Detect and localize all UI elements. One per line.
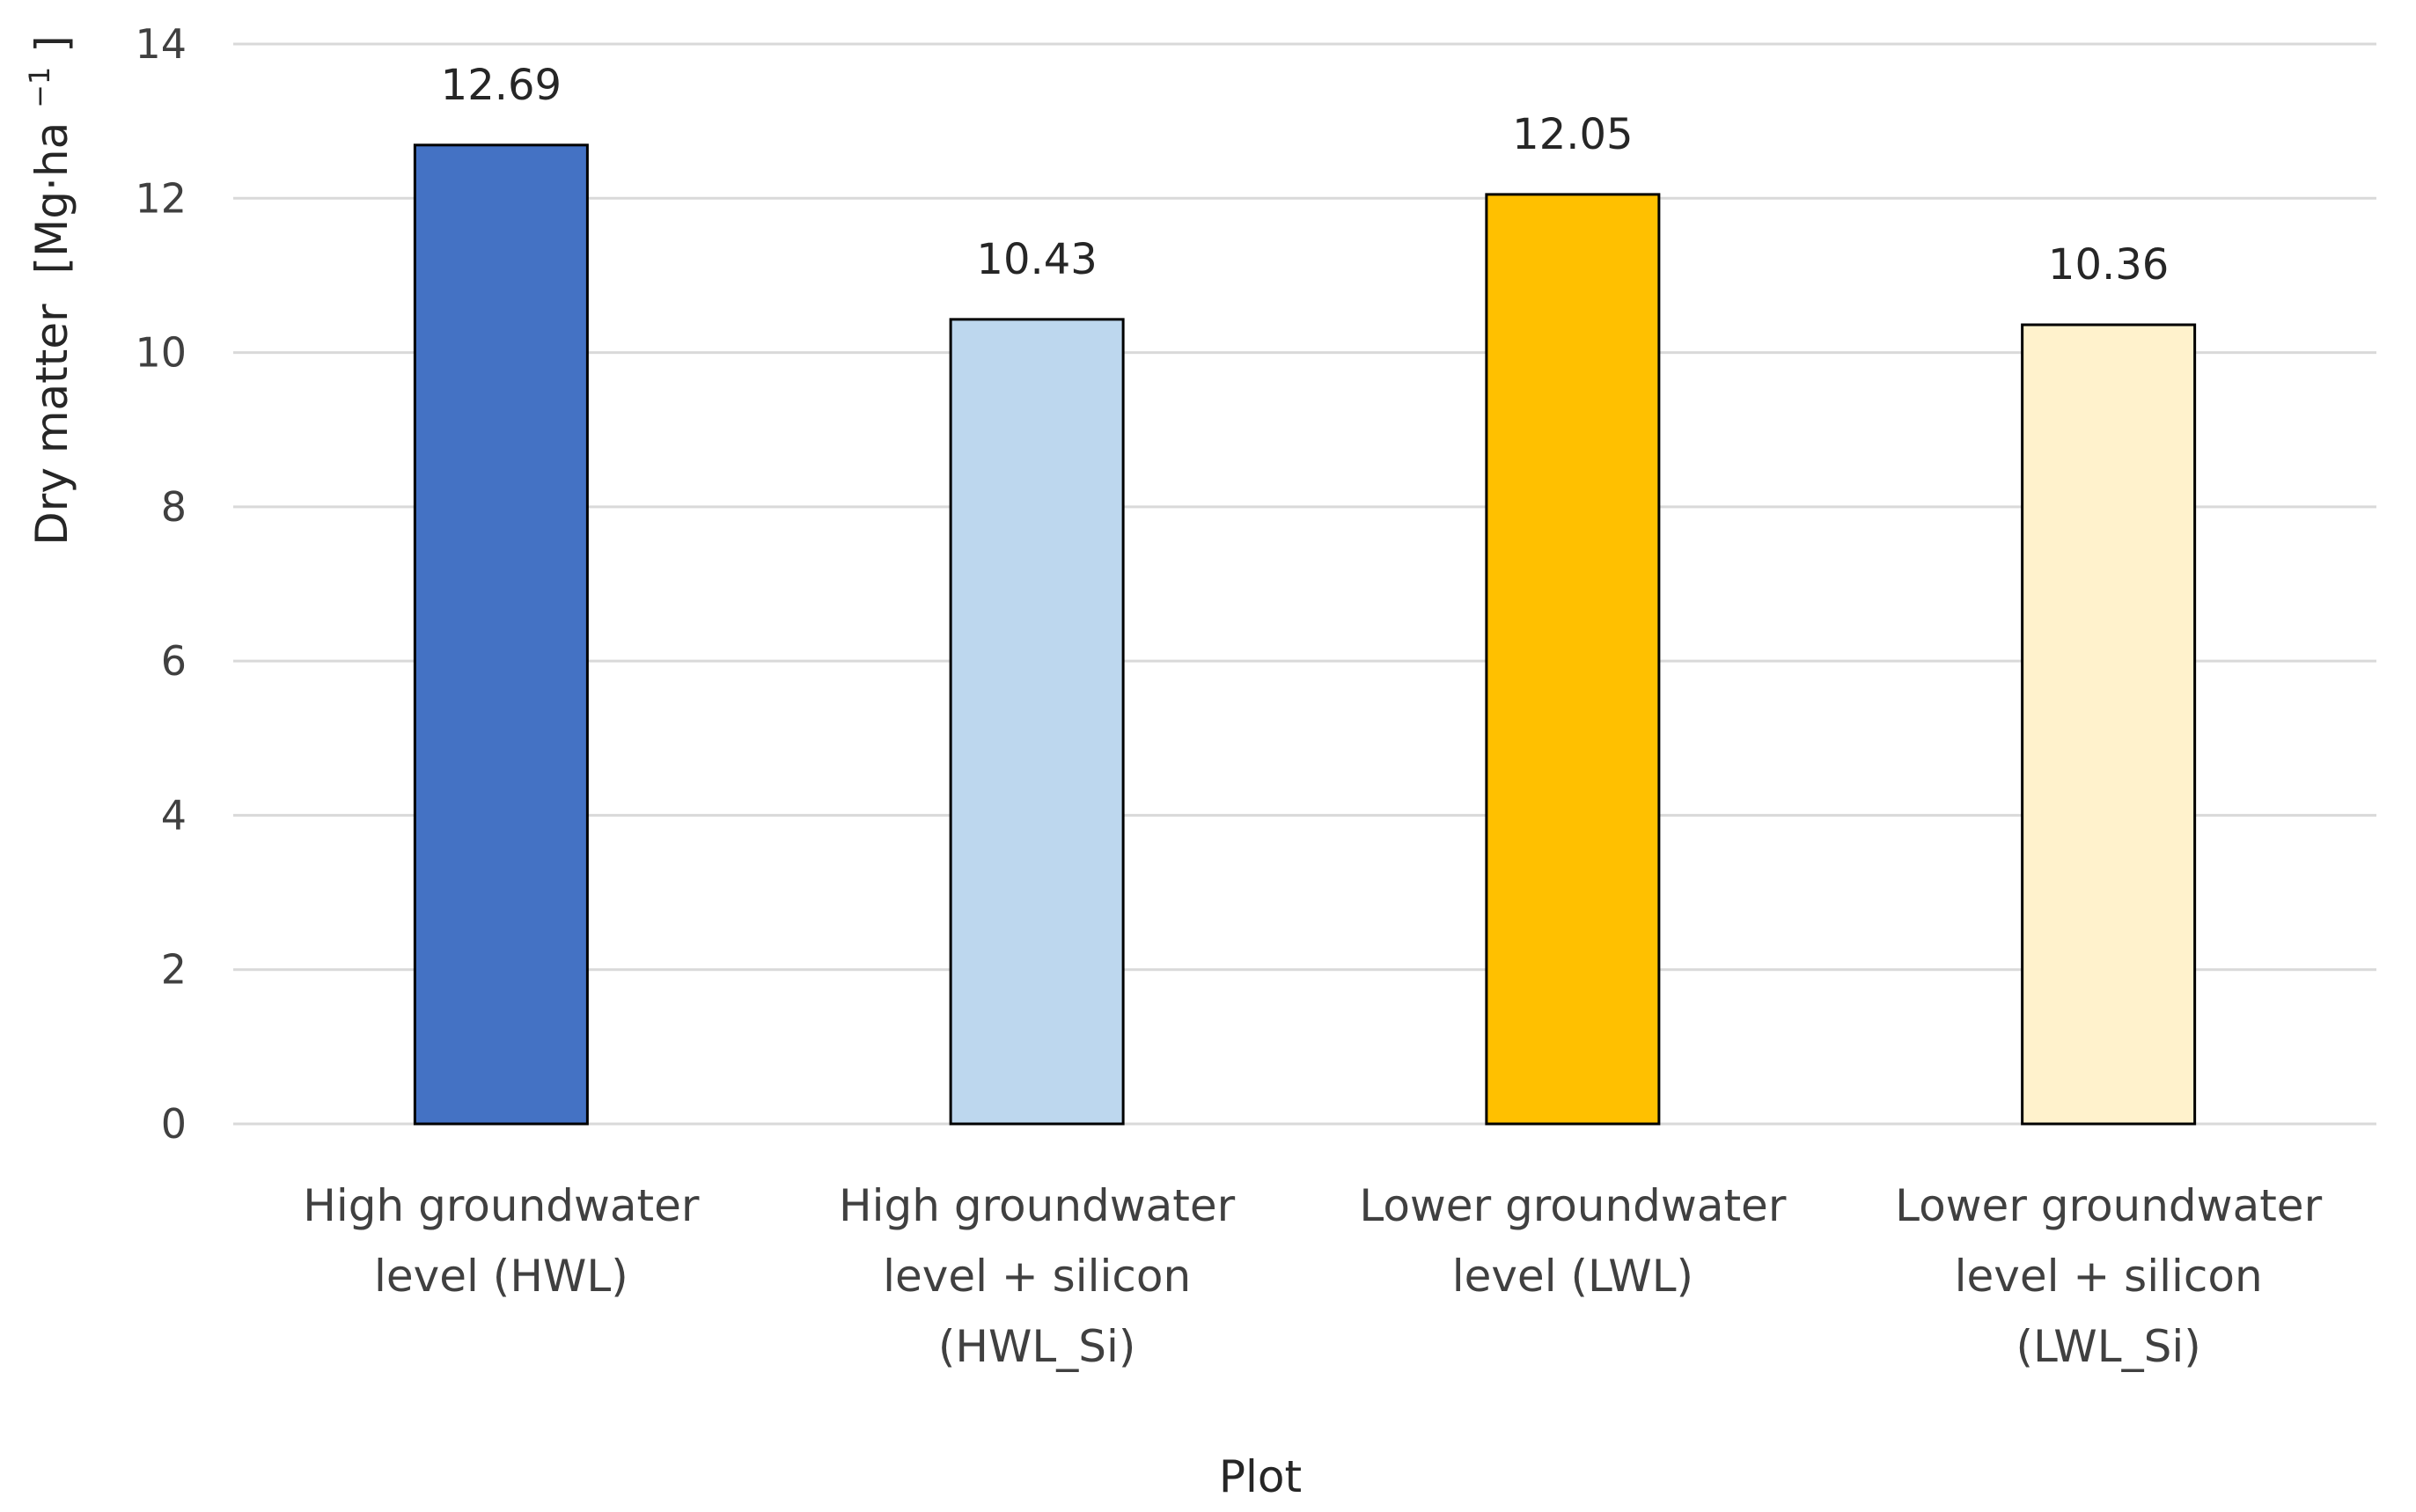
y-tick-label: 6 — [161, 637, 187, 685]
category-labels: High groundwater level (HWL)High groundwa… — [303, 1180, 2322, 1372]
data-labels: 12.69 10.43 12.05 10.36 — [441, 61, 2170, 290]
category-label-line: level (HWL) — [374, 1251, 628, 1302]
y-axis-title-unit-end: ] — [26, 35, 77, 53]
y-axis-title: Dry matter [Mg·ha −1 ] — [9, 35, 77, 545]
bar — [1485, 193, 1661, 1126]
category-label-line: Lower groundwater — [1895, 1180, 2322, 1231]
y-tick-label: 2 — [161, 946, 187, 994]
bar — [413, 143, 589, 1126]
category-label-line: level (LWL) — [1452, 1251, 1693, 1302]
y-tick-label: 8 — [161, 483, 187, 531]
y-tick-label: 14 — [135, 20, 187, 68]
category-label-line: (LWL_Si) — [2016, 1321, 2201, 1372]
y-tick-label: 4 — [161, 791, 187, 839]
bar — [949, 318, 1125, 1126]
category-label: Lower groundwater level + silicon (LWL_Si) — [1895, 1180, 2322, 1372]
y-axis-title-exponent: −1 — [23, 67, 56, 108]
category-label-line: level + silicon — [1955, 1251, 2263, 1302]
data-label: 12.69 — [441, 61, 562, 110]
y-tick-label: 10 — [135, 329, 187, 377]
category-label-line: Lower groundwater — [1359, 1180, 1786, 1231]
category-label-line: level + silicon — [883, 1251, 1191, 1302]
y-tick-labels: 0 2 4 6 8 10 12 14 — [135, 20, 187, 1148]
y-axis-title-unit: [Mg·ha — [26, 122, 77, 275]
category-label-line: High groundwater — [839, 1180, 1236, 1231]
y-tick-label: 0 — [161, 1100, 187, 1148]
category-label: Lower groundwater level (LWL) — [1359, 1180, 1786, 1302]
bar — [2021, 323, 2197, 1126]
category-label-line: (HWL_Si) — [938, 1321, 1136, 1372]
data-label: 10.36 — [2048, 240, 2169, 290]
y-axis-title-main: Dry matter — [26, 304, 77, 546]
data-label: 10.43 — [976, 235, 1097, 284]
data-label: 12.05 — [1512, 110, 1633, 159]
x-axis-title: Plot — [1219, 1451, 1302, 1502]
category-label: High groundwater level (HWL) — [303, 1180, 700, 1302]
category-label-line: High groundwater — [303, 1180, 700, 1231]
gridlines — [233, 42, 2376, 1126]
bars — [413, 143, 2197, 1126]
category-label: High groundwater level + silicon (HWL_Si) — [839, 1180, 1236, 1372]
y-tick-label: 12 — [135, 174, 187, 222]
